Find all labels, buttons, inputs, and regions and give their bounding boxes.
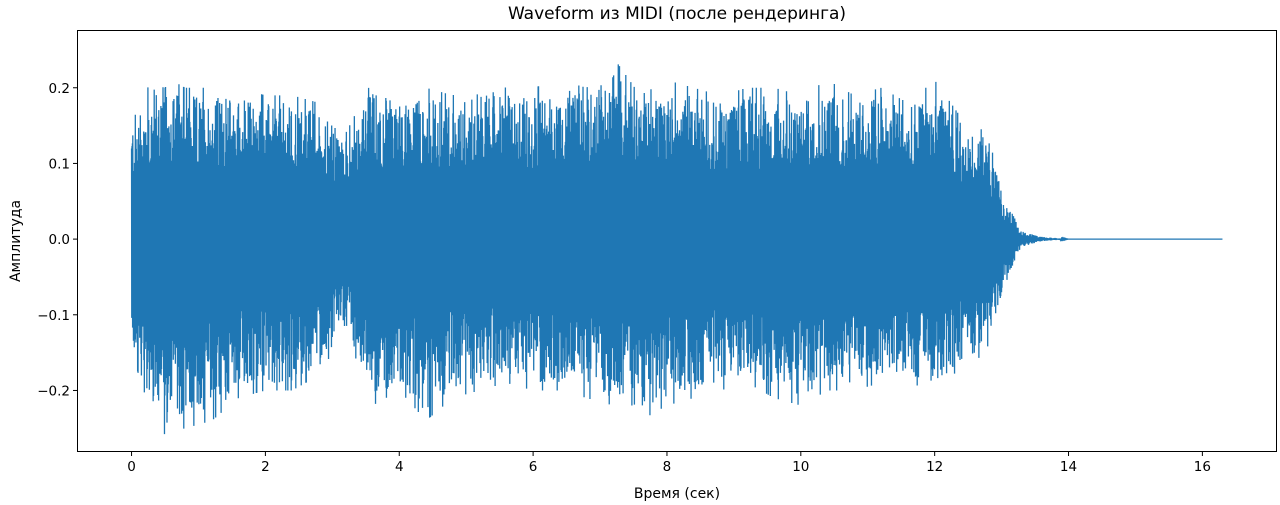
x-tick-label: 8 [663,459,672,475]
y-tick-label: −0.2 [37,383,70,399]
x-tick-label: 4 [395,459,404,475]
plot-frame [77,30,1277,452]
waveform-line [130,64,1223,435]
y-tick-label: −0.1 [37,308,70,324]
y-tick-label: 0.0 [49,232,70,248]
x-tick-label: 14 [1060,459,1077,475]
axis-ticks: 0 2 4 6 8 10 12 14 16 −0.2 −0.1 0.0 0.1 0.2 [37,81,1211,475]
x-tick-label: 12 [926,459,943,475]
y-tick-label: 0.1 [49,156,70,172]
x-tick-label: 10 [792,459,809,475]
x-tick-label: 0 [127,459,136,475]
x-tick-label: 16 [1194,459,1211,475]
x-axis-label: Время (сек) [634,486,720,502]
x-tick-label: 6 [529,459,538,475]
y-tick-label: 0.2 [49,81,70,97]
y-axis-label: Амплитуда [8,200,24,282]
plot-area [130,64,1223,435]
chart-title: Waveform из MIDI (после рендеринга) [508,4,846,24]
x-tick-label: 2 [261,459,270,475]
